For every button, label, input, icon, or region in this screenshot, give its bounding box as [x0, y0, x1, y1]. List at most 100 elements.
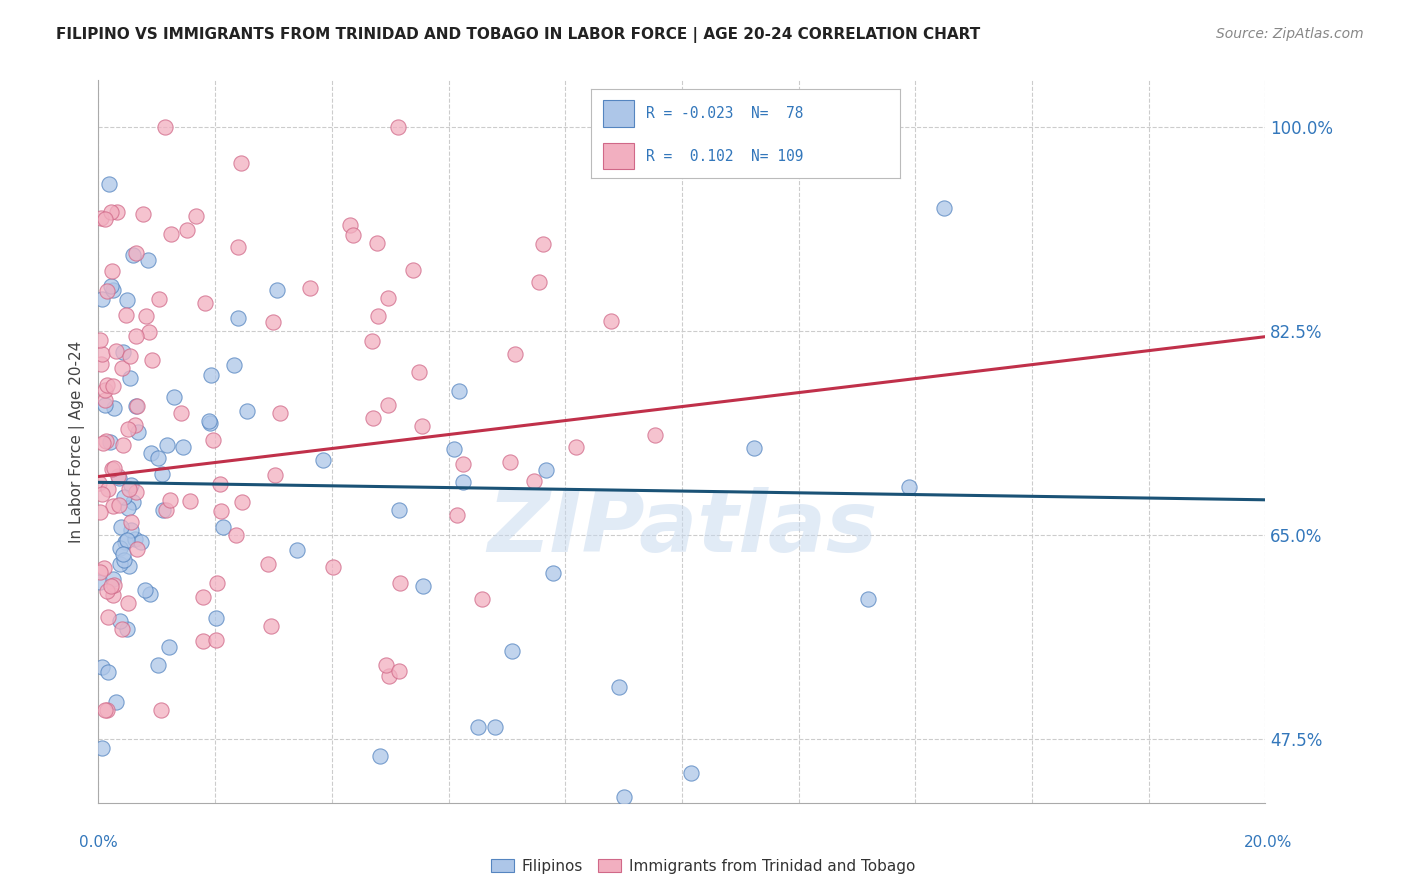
Point [124, 399, 146, 413]
Point [101, 588, 124, 602]
Point [157, 640, 180, 654]
Point [98, 434, 121, 449]
Point [112, 345, 135, 359]
Point [934, 202, 956, 216]
Point [527, 275, 550, 289]
Point [94, 434, 117, 448]
Point [453, 475, 475, 489]
Point [209, 504, 232, 518]
Point [115, 293, 138, 308]
Point [90, 211, 112, 225]
Point [264, 468, 287, 483]
Point [96, 583, 118, 598]
Point [96, 378, 118, 392]
Point [110, 520, 132, 534]
Point [361, 410, 384, 425]
Point [90, 292, 112, 306]
Point [541, 566, 564, 580]
Point [212, 520, 235, 534]
Point [744, 441, 766, 455]
Point [89, 333, 111, 347]
Point [111, 622, 134, 636]
Point [129, 534, 152, 549]
Point [146, 450, 169, 465]
Point [108, 541, 131, 555]
Point [644, 427, 666, 442]
Point [100, 279, 122, 293]
Point [91, 435, 114, 450]
Point [125, 400, 148, 414]
Point [262, 315, 284, 329]
Point [200, 416, 222, 430]
Point [443, 442, 465, 457]
Point [387, 120, 409, 134]
Point [565, 440, 588, 454]
Point [90, 357, 112, 371]
Point [367, 309, 389, 323]
Point [205, 633, 228, 648]
Point [360, 334, 382, 348]
Text: Source: ZipAtlas.com: Source: ZipAtlas.com [1216, 27, 1364, 41]
Point [374, 658, 396, 673]
Point [112, 437, 135, 451]
Point [91, 347, 114, 361]
Point [389, 576, 412, 591]
Point [101, 283, 124, 297]
Point [125, 245, 148, 260]
Point [120, 523, 142, 537]
Point [186, 209, 208, 223]
Point [377, 291, 399, 305]
Point [377, 669, 399, 683]
Point [534, 463, 557, 477]
Point [339, 219, 361, 233]
Point [312, 453, 335, 467]
Point [897, 481, 920, 495]
Point [225, 528, 247, 542]
Point [93, 212, 115, 227]
Point [117, 597, 139, 611]
Point [269, 406, 291, 420]
Point [287, 543, 309, 558]
Point [134, 310, 156, 324]
Point [388, 503, 411, 517]
Point [370, 749, 392, 764]
Point [228, 311, 250, 326]
Point [204, 611, 226, 625]
Point [115, 622, 138, 636]
Point [96, 702, 118, 716]
Point [122, 248, 145, 262]
Point [107, 469, 129, 483]
Point [858, 592, 880, 607]
Point [101, 264, 124, 278]
Point [101, 461, 124, 475]
FancyBboxPatch shape [603, 143, 634, 169]
Point [115, 309, 138, 323]
Text: R =  0.102  N= 109: R = 0.102 N= 109 [647, 149, 804, 163]
Point [150, 702, 173, 716]
Point [97, 665, 120, 680]
Point [124, 417, 146, 432]
FancyBboxPatch shape [603, 100, 634, 127]
Point [118, 371, 141, 385]
Point [94, 398, 117, 412]
Point [103, 460, 125, 475]
Point [163, 390, 186, 404]
Point [110, 360, 132, 375]
Point [471, 591, 494, 606]
Point [114, 534, 136, 549]
Point [93, 561, 115, 575]
Point [118, 482, 141, 496]
Point [266, 284, 288, 298]
Text: R = -0.023  N=  78: R = -0.023 N= 78 [647, 106, 804, 120]
Point [124, 533, 146, 547]
Point [91, 659, 114, 673]
Point [226, 240, 249, 254]
Point [115, 533, 138, 547]
Point [169, 406, 191, 420]
Point [132, 207, 155, 221]
Point [96, 284, 118, 298]
Point [107, 498, 129, 512]
Point [141, 352, 163, 367]
Point [613, 789, 636, 804]
Point [401, 263, 423, 277]
